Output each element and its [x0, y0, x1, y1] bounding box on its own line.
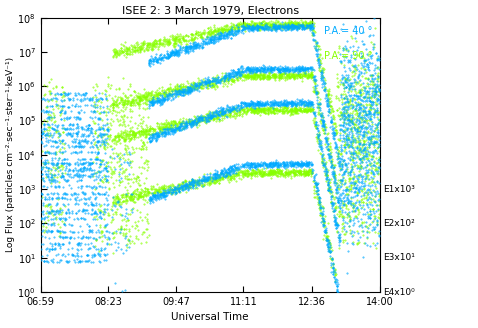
Text: P.A.= 90 °: P.A.= 90 °	[324, 51, 372, 61]
Text: E3x10¹: E3x10¹	[383, 253, 415, 262]
Text: P.A.= 40 °: P.A.= 40 °	[324, 26, 372, 36]
Y-axis label: Log Flux (particles cm⁻²·sec⁻¹·ster⁻¹·keV⁻¹): Log Flux (particles cm⁻²·sec⁻¹·ster⁻¹·ke…	[6, 57, 14, 253]
Text: E4x10⁰: E4x10⁰	[383, 288, 414, 297]
X-axis label: Universal Time: Universal Time	[171, 313, 249, 322]
Title: ISEE 2: 3 March 1979, Electrons: ISEE 2: 3 March 1979, Electrons	[121, 6, 299, 15]
Text: E2x10²: E2x10²	[383, 219, 414, 228]
Text: E1x10³: E1x10³	[383, 185, 415, 194]
